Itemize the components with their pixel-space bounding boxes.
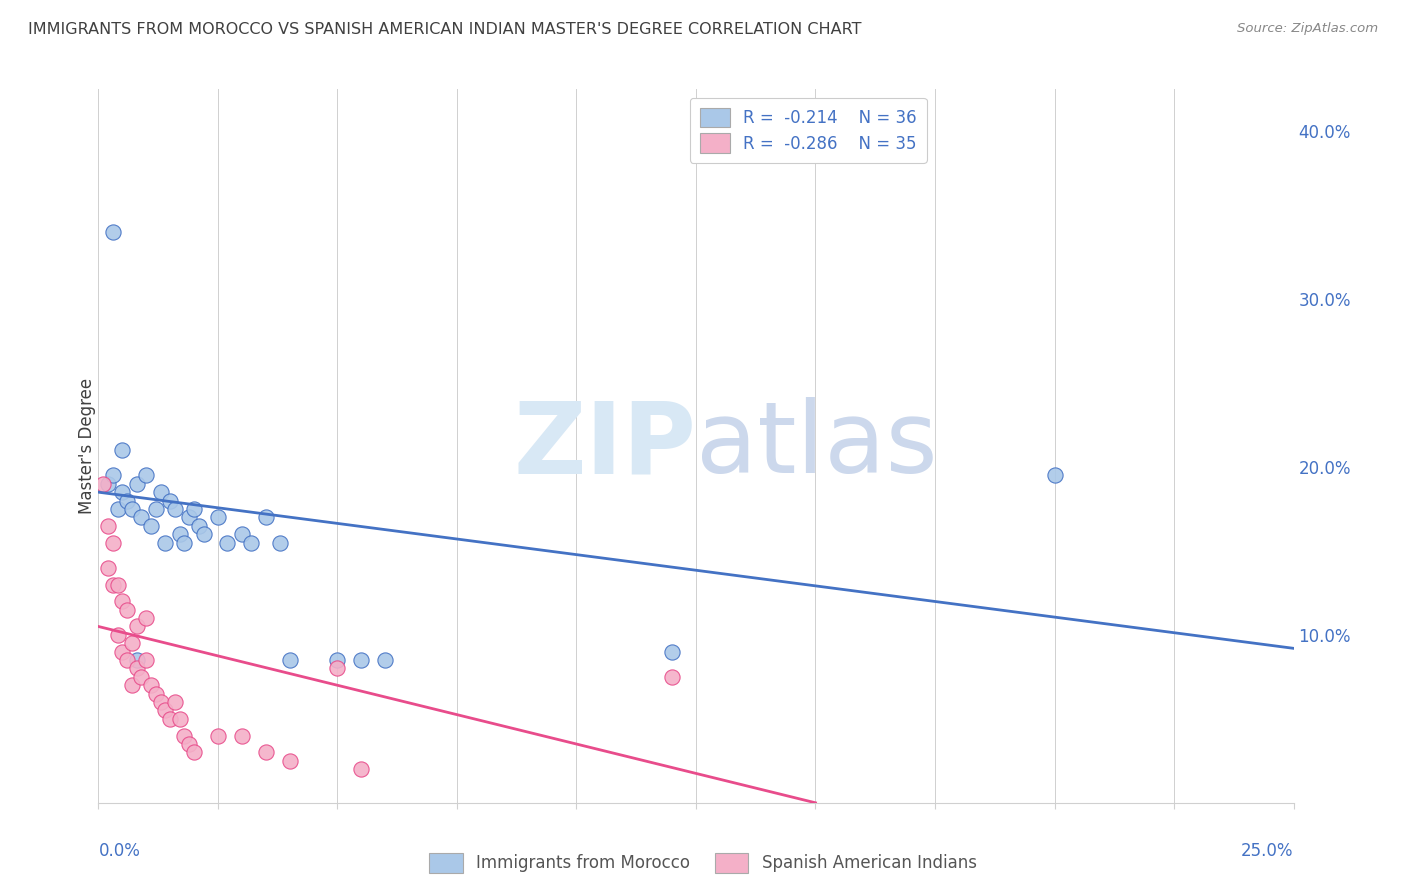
Point (121, 678, 143, 692)
Point (217, 535, 239, 549)
Point (125, 619, 148, 633)
Point (115, 493, 138, 508)
Point (179, 737, 201, 751)
Point (350, 762, 373, 776)
Point (149, 485, 172, 500)
Point (107, 628, 129, 642)
Point (207, 729, 229, 743)
Point (145, 687, 167, 701)
Point (149, 695, 172, 709)
Text: Source: ZipAtlas.com: Source: ZipAtlas.com (1237, 22, 1378, 36)
Point (278, 653, 301, 667)
Point (107, 577, 129, 591)
Point (159, 712, 181, 726)
Point (661, 670, 683, 684)
Point (101, 468, 124, 483)
Point (326, 661, 349, 675)
Point (240, 535, 263, 549)
Point (135, 611, 157, 625)
Point (111, 485, 134, 500)
Point (179, 510, 201, 524)
Point (135, 468, 157, 483)
Point (231, 729, 253, 743)
Point (155, 703, 177, 717)
Point (183, 502, 205, 516)
Point (173, 729, 195, 743)
Point (111, 443, 134, 458)
Legend: R =  -0.214    N = 36, R =  -0.286    N = 35: R = -0.214 N = 36, R = -0.286 N = 35 (690, 97, 927, 162)
Point (350, 653, 373, 667)
Point (101, 577, 124, 591)
Point (163, 695, 186, 709)
Point (183, 746, 205, 760)
Point (97, 518, 120, 533)
Point (91, 476, 114, 491)
Legend: Immigrants from Morocco, Spanish American Indians: Immigrants from Morocco, Spanish America… (423, 847, 983, 880)
Point (97, 476, 120, 491)
Point (125, 653, 148, 667)
Point (101, 225, 124, 239)
Point (131, 510, 153, 524)
Point (169, 527, 191, 541)
Point (661, 645, 683, 659)
Point (269, 535, 291, 549)
Point (115, 603, 138, 617)
Point (115, 653, 138, 667)
Text: ZIP: ZIP (513, 398, 696, 494)
Point (139, 518, 162, 533)
Point (169, 712, 191, 726)
Text: 25.0%: 25.0% (1241, 842, 1294, 860)
Point (159, 493, 181, 508)
Point (125, 476, 148, 491)
Point (231, 527, 253, 541)
Point (254, 510, 277, 524)
Point (97, 560, 120, 574)
Point (155, 535, 177, 549)
Point (326, 653, 349, 667)
Text: IMMIGRANTS FROM MOROCCO VS SPANISH AMERICAN INDIAN MASTER'S DEGREE CORRELATION C: IMMIGRANTS FROM MOROCCO VS SPANISH AMERI… (28, 22, 862, 37)
Point (207, 510, 229, 524)
Point (111, 594, 134, 608)
Point (139, 678, 162, 692)
Point (107, 502, 129, 516)
Point (121, 502, 143, 516)
Point (163, 502, 186, 516)
Text: atlas: atlas (696, 398, 938, 494)
Point (173, 535, 195, 549)
Point (145, 502, 167, 516)
Point (187, 518, 209, 533)
Point (278, 754, 301, 768)
Point (121, 636, 143, 650)
Point (101, 535, 124, 549)
Point (1043, 468, 1066, 483)
Point (254, 746, 277, 760)
Text: 0.0%: 0.0% (98, 842, 141, 860)
Point (125, 661, 148, 675)
Y-axis label: Master's Degree: Master's Degree (79, 378, 96, 514)
Point (131, 670, 153, 684)
Point (193, 527, 215, 541)
Point (135, 653, 157, 667)
Point (111, 645, 134, 659)
Point (374, 653, 396, 667)
